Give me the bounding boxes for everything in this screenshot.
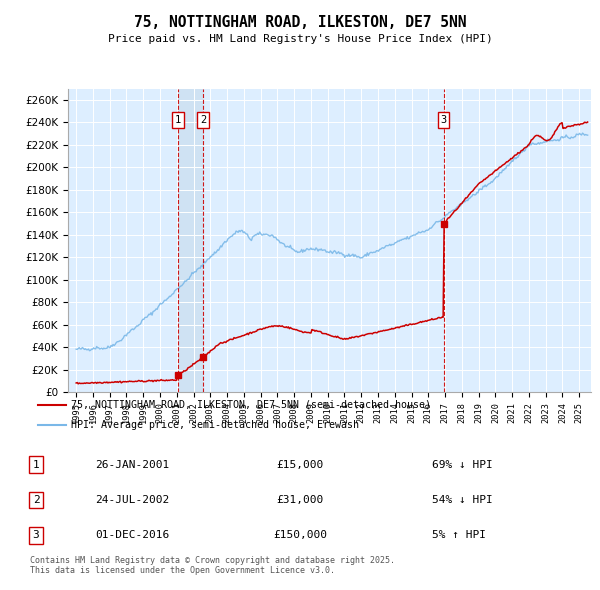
Text: 1: 1	[32, 460, 40, 470]
Text: Price paid vs. HM Land Registry's House Price Index (HPI): Price paid vs. HM Land Registry's House …	[107, 34, 493, 44]
Text: Contains HM Land Registry data © Crown copyright and database right 2025.
This d: Contains HM Land Registry data © Crown c…	[30, 556, 395, 575]
Text: 2: 2	[200, 115, 206, 125]
Text: 24-JUL-2002: 24-JUL-2002	[95, 495, 169, 505]
Text: 5% ↑ HPI: 5% ↑ HPI	[432, 530, 486, 540]
Text: 54% ↓ HPI: 54% ↓ HPI	[432, 495, 493, 505]
Text: 75, NOTTINGHAM ROAD, ILKESTON, DE7 5NN (semi-detached house): 75, NOTTINGHAM ROAD, ILKESTON, DE7 5NN (…	[71, 400, 431, 410]
Text: 3: 3	[32, 530, 40, 540]
Bar	[178, 88, 203, 392]
Text: 1: 1	[175, 115, 181, 125]
Text: £150,000: £150,000	[273, 530, 327, 540]
Text: 26-JAN-2001: 26-JAN-2001	[95, 460, 169, 470]
Text: £15,000: £15,000	[277, 460, 323, 470]
Text: 3: 3	[440, 115, 447, 125]
Text: 01-DEC-2016: 01-DEC-2016	[95, 530, 169, 540]
Text: HPI: Average price, semi-detached house, Erewash: HPI: Average price, semi-detached house,…	[71, 419, 359, 430]
Text: £31,000: £31,000	[277, 495, 323, 505]
Text: 2: 2	[32, 495, 40, 505]
Text: 75, NOTTINGHAM ROAD, ILKESTON, DE7 5NN: 75, NOTTINGHAM ROAD, ILKESTON, DE7 5NN	[134, 15, 466, 30]
Text: 69% ↓ HPI: 69% ↓ HPI	[432, 460, 493, 470]
